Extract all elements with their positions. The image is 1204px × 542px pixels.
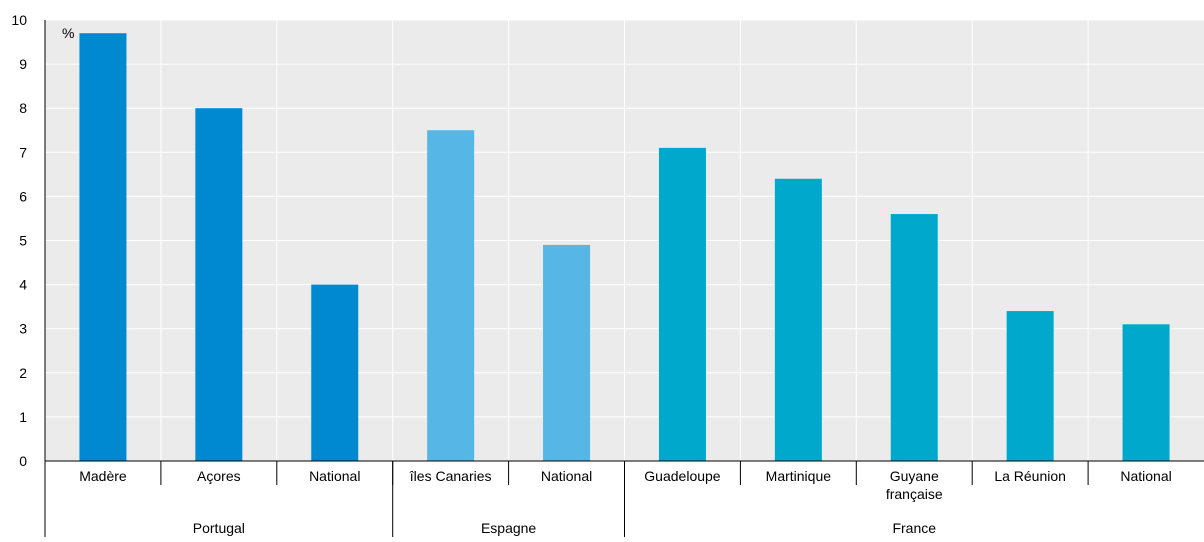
x-tick-label: Martinique: [766, 468, 832, 484]
bar: [1006, 311, 1054, 461]
y-tick-label: 3: [19, 321, 27, 337]
group-label: Portugal: [193, 520, 245, 536]
bar: [774, 178, 822, 461]
x-tick-label: Guadeloupe: [644, 468, 721, 484]
bar: [890, 214, 938, 461]
y-tick-label: 6: [19, 188, 27, 204]
bar: [79, 33, 127, 461]
x-tick-label: National: [541, 468, 592, 484]
group-label: Espagne: [481, 520, 536, 536]
y-tick-label: 10: [11, 12, 27, 28]
x-tick-label: National: [1120, 468, 1171, 484]
x-tick-label: National: [309, 468, 360, 484]
bar: [543, 244, 591, 461]
y-tick-label: 5: [19, 233, 27, 249]
bar: [427, 130, 475, 461]
y-tick-label: 4: [19, 277, 27, 293]
x-tick-label: Guyane française: [886, 468, 943, 502]
y-tick-label: 0: [19, 453, 27, 469]
unit-label: %: [62, 25, 74, 41]
y-tick-label: 1: [19, 409, 27, 425]
x-tick-label: La Réunion: [994, 468, 1066, 484]
y-tick-label: 8: [19, 100, 27, 116]
bar: [1122, 324, 1170, 461]
x-tick-label: Açores: [197, 468, 241, 484]
bar: [658, 147, 706, 461]
bar: [195, 108, 243, 461]
group-label: France: [892, 520, 936, 536]
x-tick-label: îles Canaries: [409, 468, 492, 484]
x-tick-label: Madère: [79, 468, 127, 484]
bar: [311, 284, 359, 461]
y-tick-label: 7: [19, 144, 27, 160]
y-tick-label: 2: [19, 365, 27, 381]
y-tick-label: 9: [19, 56, 27, 72]
